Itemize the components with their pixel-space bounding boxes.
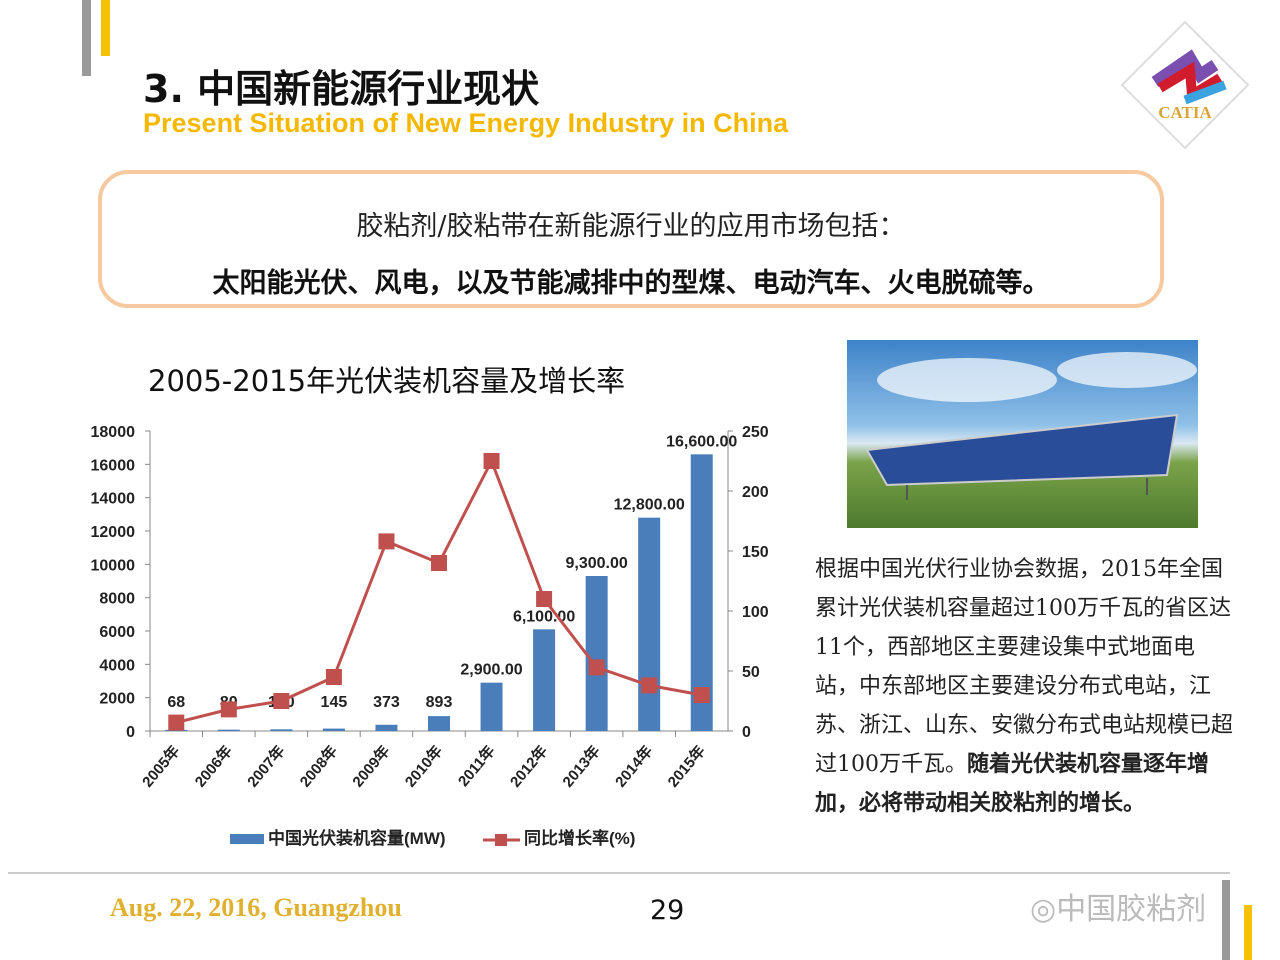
growth-rate-marker xyxy=(483,453,500,469)
growth-rate-marker xyxy=(641,677,658,694)
callout-box: 胶粘剂/胶粘带在新能源行业的应用市场包括： 太阳能光伏、风电，以及节能减排中的型… xyxy=(98,170,1164,308)
x-tick-label: 2009年 xyxy=(349,742,394,791)
bar-2009年 xyxy=(375,724,398,731)
bar-data-label: 893 xyxy=(426,694,453,711)
description-bold: 随着光伏装机容量逐年增加，必将带动相关胶粘剂的增长。 xyxy=(815,752,1210,816)
y-tick-label: 8000 xyxy=(99,591,135,608)
x-tick-label: 2008年 xyxy=(296,742,341,791)
grey-corner-bar xyxy=(1222,880,1230,960)
bar-data-label: 68 xyxy=(167,694,185,711)
x-tick-label: 2012年 xyxy=(506,742,551,791)
footer-date: Aug. 22, 2016, Guangzhou xyxy=(110,893,402,922)
bar-2012年 xyxy=(533,629,556,731)
bar-data-label: 145 xyxy=(321,694,348,711)
grey-accent-bar xyxy=(82,0,91,76)
bar-2010年 xyxy=(428,716,450,731)
bar-2007年 xyxy=(270,729,293,731)
bar-2013年 xyxy=(585,576,608,731)
legend-line-label: 同比增长率(%) xyxy=(524,828,635,848)
growth-rate-marker xyxy=(168,714,185,731)
wechat-icon: ◎ xyxy=(1030,892,1057,927)
legend-bar-label: 中国光伏装机容量(MW) xyxy=(268,828,446,848)
y2-tick-label: 150 xyxy=(742,544,769,561)
bar-data-label: 373 xyxy=(373,694,400,711)
x-tick-label: 2005年 xyxy=(138,742,183,791)
bar-data-label: 6,100.00 xyxy=(513,608,575,625)
x-tick-label: 2013年 xyxy=(559,742,604,791)
y-tick-label: 10000 xyxy=(91,557,136,574)
pv-capacity-chart: 0200040006000800010000120001400016000180… xyxy=(91,424,769,848)
y-tick-label: 14000 xyxy=(91,491,136,508)
bar-data-label: 9,300.00 xyxy=(565,555,627,572)
page-number: 29 xyxy=(650,895,685,926)
y-tick-label: 4000 xyxy=(99,657,135,674)
footer-divider xyxy=(8,872,1230,874)
chart-title: 2005-2015年光伏装机容量及增长率 xyxy=(148,364,626,398)
growth-rate-marker xyxy=(693,687,710,703)
y2-tick-label: 100 xyxy=(742,604,769,621)
y-tick-label: 16000 xyxy=(91,457,136,474)
x-tick-label: 2011年 xyxy=(454,742,498,790)
y2-tick-label: 50 xyxy=(742,664,760,681)
y-tick-label: 0 xyxy=(126,724,135,741)
legend-bar-swatch xyxy=(230,834,264,844)
growth-rate-marker xyxy=(431,555,447,571)
y2-tick-label: 0 xyxy=(742,724,751,741)
watermark-text: 中国胶粘剂 xyxy=(1056,892,1207,927)
bar-2011年 xyxy=(480,682,503,731)
y2-tick-label: 250 xyxy=(742,424,769,441)
x-tick-label: 2007年 xyxy=(244,742,289,791)
solar-panel-photo xyxy=(847,340,1198,528)
growth-rate-marker xyxy=(220,701,237,718)
bar-2008年 xyxy=(322,728,345,731)
bar-2015年 xyxy=(690,454,713,731)
page-subtitle: Present Situation of New Energy Industry… xyxy=(143,108,789,138)
bar-2014年 xyxy=(638,517,661,731)
page-title: 3. 中国新能源行业现状 xyxy=(143,67,540,111)
y-tick-label: 6000 xyxy=(99,624,135,641)
legend-line-marker xyxy=(495,834,507,846)
bar-data-label: 12,800.00 xyxy=(614,497,685,514)
yellow-accent-bar xyxy=(101,0,110,56)
x-tick-label: 2015年 xyxy=(664,742,709,791)
y2-tick-label: 200 xyxy=(742,484,769,501)
bar-data-label: 2,900.00 xyxy=(460,662,522,679)
yellow-corner-bar xyxy=(1244,905,1252,960)
x-tick-label: 2006年 xyxy=(191,742,236,791)
logo-text: CATIA xyxy=(1158,103,1212,122)
callout-line-2: 太阳能光伏、风电，以及节能减排中的型煤、电动汽车、火电脱硫等。 xyxy=(212,268,1050,299)
growth-rate-marker xyxy=(273,693,290,709)
growth-rate-marker xyxy=(325,669,342,685)
growth-rate-marker xyxy=(536,591,553,607)
description-text: 根据中国光伏行业协会数据，2015年全国累计光伏装机容量超过100万千瓦的省区达… xyxy=(815,550,1235,823)
y-tick-label: 2000 xyxy=(99,691,135,708)
bar-data-label: 16,600.00 xyxy=(666,433,737,450)
callout-line-1: 胶粘剂/胶粘带在新能源行业的应用市场包括： xyxy=(356,211,906,242)
growth-rate-marker xyxy=(588,659,605,676)
bar-2006年 xyxy=(217,729,240,731)
x-tick-label: 2010年 xyxy=(401,742,446,791)
growth-rate-marker xyxy=(378,533,395,550)
y-tick-label: 18000 xyxy=(91,424,136,441)
description-normal: 根据中国光伏行业协会数据，2015年全国累计光伏装机容量超过100万千瓦的省区达… xyxy=(815,557,1234,777)
wechat-watermark: ◎中国胶粘剂 xyxy=(1030,884,1206,928)
x-tick-label: 2014年 xyxy=(611,742,656,791)
y-tick-label: 12000 xyxy=(91,524,136,541)
catia-logo: CATIA xyxy=(1120,20,1250,150)
